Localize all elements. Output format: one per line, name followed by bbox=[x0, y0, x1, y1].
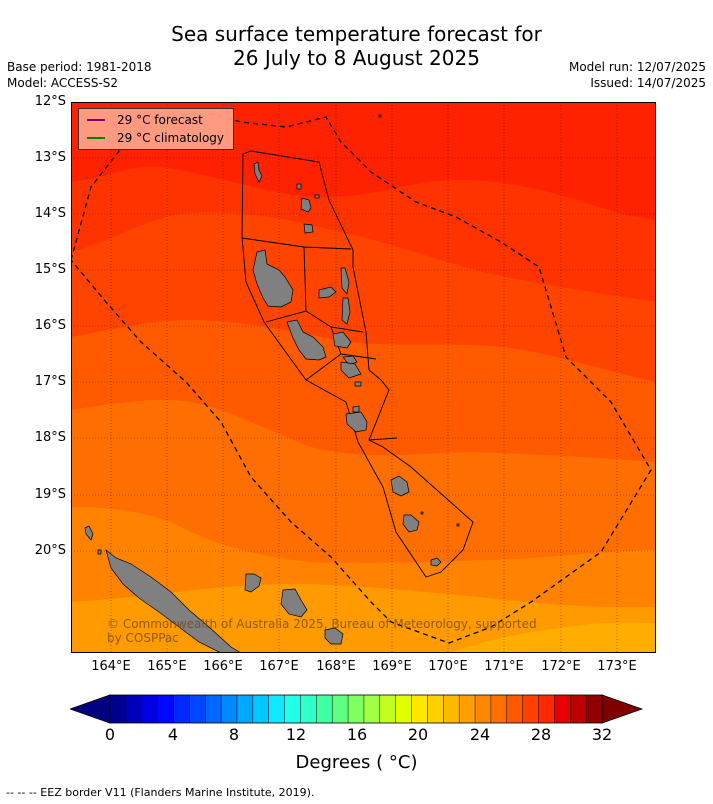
lat-label: 20°S bbox=[34, 543, 66, 558]
colorbar-segment bbox=[522, 695, 539, 723]
graticule bbox=[71, 102, 656, 653]
legend-item-forecast: 29 °C forecast bbox=[87, 112, 203, 128]
colorbar-segment bbox=[443, 695, 460, 723]
lat-label: 17°S bbox=[34, 374, 66, 389]
colorbar-segment bbox=[459, 695, 476, 723]
eez-border bbox=[71, 113, 652, 644]
colorbar-segment bbox=[379, 695, 397, 723]
colorbar-segment bbox=[395, 695, 412, 723]
lat-label: 14°S bbox=[34, 206, 66, 221]
legend-label: 29 °C climatology bbox=[117, 131, 225, 145]
lon-label: 173°E bbox=[597, 659, 637, 674]
sst-map bbox=[71, 102, 656, 653]
colorbar-segment bbox=[221, 695, 238, 723]
lon-label: 170°E bbox=[428, 659, 468, 674]
colorbar-segment bbox=[268, 695, 285, 723]
legend-item-climatology: 29 °C climatology bbox=[87, 130, 224, 146]
colorbar-segment bbox=[252, 695, 270, 723]
colorbar-segment bbox=[300, 695, 317, 723]
colorbar-tick: 4 bbox=[167, 725, 179, 744]
lon-label: 169°E bbox=[372, 659, 412, 674]
colorbar-segment bbox=[110, 695, 127, 723]
base-period: Base period: 1981-2018 bbox=[7, 60, 152, 74]
colorbar-tick: 28 bbox=[530, 725, 552, 744]
colorbar-segment bbox=[411, 695, 428, 723]
lat-label: 19°S bbox=[34, 487, 66, 502]
issued-date: Issued: 14/07/2025 bbox=[590, 76, 706, 90]
map-legend: 29 °C forecast 29 °C climatology bbox=[78, 108, 234, 150]
colorbar-tick: 20 bbox=[407, 725, 429, 744]
land bbox=[84, 525, 344, 653]
lon-label: 172°E bbox=[541, 659, 581, 674]
chart-title-line2: 26 July to 8 August 2025 bbox=[233, 46, 480, 70]
colorbar-segment bbox=[205, 695, 222, 723]
sst-band bbox=[451, 622, 656, 653]
colorbar-segment bbox=[554, 695, 571, 723]
legend-label: 29 °C forecast bbox=[117, 113, 203, 127]
colorbar-segment bbox=[141, 695, 159, 723]
colorbar-segment bbox=[332, 695, 349, 723]
lon-label: 171°E bbox=[484, 659, 524, 674]
colorbar-label: Degrees ( °C) bbox=[295, 752, 418, 773]
colorbar-segment bbox=[363, 695, 381, 723]
eez-footnote: -- -- -- EEZ border V11 (Flanders Marine… bbox=[6, 786, 315, 799]
colorbar-segment bbox=[173, 695, 190, 723]
chart-title-line1: Sea surface temperature forecast for bbox=[171, 22, 542, 46]
model-name: Model: ACCESS-S2 bbox=[7, 76, 119, 90]
colorbar-segment bbox=[490, 695, 508, 723]
colorbar-tick: 16 bbox=[346, 725, 368, 744]
colorbar-segment bbox=[506, 695, 524, 723]
colorbar-tick: 12 bbox=[285, 725, 307, 744]
lat-label: 18°S bbox=[34, 430, 66, 445]
colorbar-tick: 8 bbox=[228, 725, 240, 744]
colorbar-tick: 0 bbox=[104, 725, 116, 744]
lon-label: 165°E bbox=[147, 659, 187, 674]
colorbar-segment bbox=[157, 695, 174, 723]
lat-label: 16°S bbox=[34, 318, 66, 333]
colorbar bbox=[70, 694, 644, 724]
colorbar-segment bbox=[586, 695, 603, 723]
colorbar-segment bbox=[348, 695, 365, 723]
legend-swatch bbox=[87, 137, 105, 139]
colorbar-segment bbox=[189, 695, 206, 723]
model-run: Model run: 12/07/2025 bbox=[568, 60, 706, 74]
lat-label: 12°S bbox=[34, 94, 66, 109]
colorbar-segment bbox=[316, 695, 333, 723]
lon-label: 166°E bbox=[203, 659, 243, 674]
colorbar-segment bbox=[427, 695, 444, 723]
lon-label: 167°E bbox=[259, 659, 299, 674]
colorbar-tick: 24 bbox=[469, 725, 491, 744]
colorbar-segment bbox=[125, 695, 143, 723]
legend-swatch bbox=[87, 119, 105, 121]
colorbar-segment bbox=[284, 695, 301, 723]
colorbar-segment bbox=[236, 695, 254, 723]
land bbox=[252, 114, 460, 567]
lon-label: 164°E bbox=[91, 659, 131, 674]
colorbar-extend-low bbox=[70, 694, 111, 724]
lat-label: 15°S bbox=[34, 262, 66, 277]
colorbar-tick: 32 bbox=[591, 725, 613, 744]
colorbar-segment bbox=[570, 695, 587, 723]
lat-label: 13°S bbox=[34, 150, 66, 165]
colorbar-frame bbox=[109, 694, 603, 724]
copyright-notice: © Commonwealth of Australia 2025, Bureau… bbox=[107, 617, 537, 645]
colorbar-extend-high bbox=[601, 694, 644, 724]
colorbar-segment bbox=[538, 695, 555, 723]
colorbar-segment bbox=[475, 695, 492, 723]
lon-label: 168°E bbox=[316, 659, 356, 674]
